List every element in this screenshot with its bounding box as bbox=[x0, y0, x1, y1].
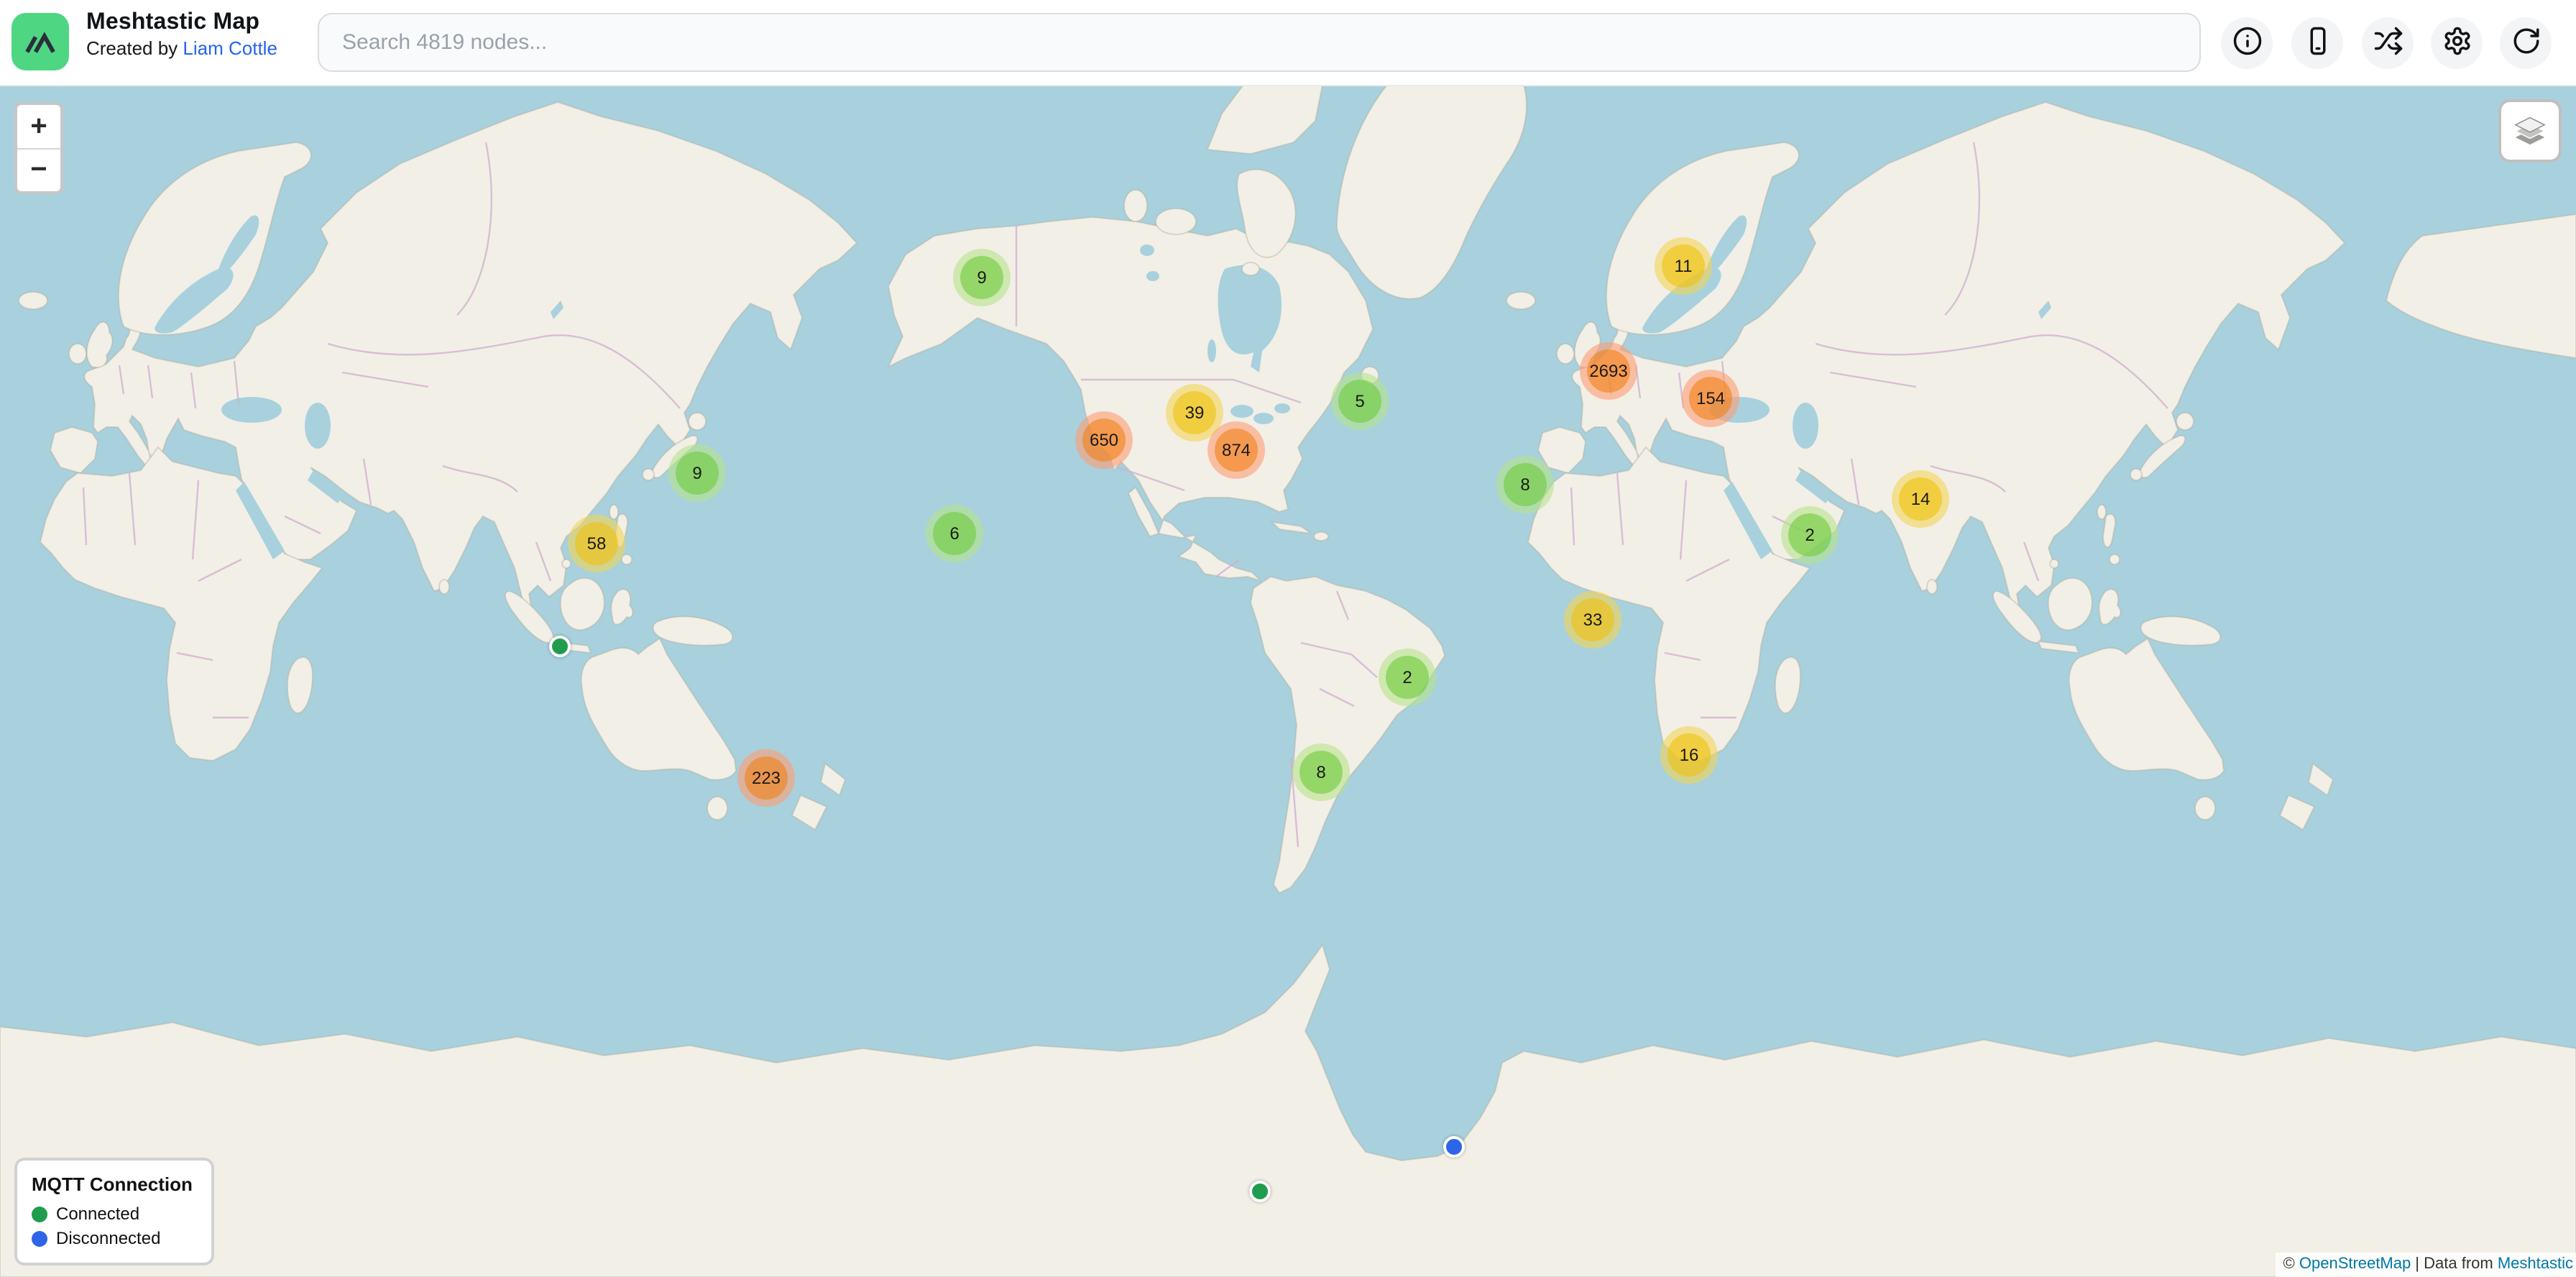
cluster-count: 6 bbox=[949, 523, 960, 544]
cluster-count: 650 bbox=[1089, 430, 1119, 450]
node-cluster-223[interactable]: 223 bbox=[737, 749, 795, 807]
osm-link[interactable]: OpenStreetMap bbox=[2299, 1255, 2411, 1273]
cluster-count: 2 bbox=[1805, 525, 1815, 545]
cluster-count: 11 bbox=[1674, 256, 1693, 276]
node-cluster-6[interactable]: 6 bbox=[926, 505, 983, 562]
settings-button[interactable] bbox=[2431, 17, 2483, 69]
node-cluster-58[interactable]: 58 bbox=[568, 515, 625, 572]
cluster-count: 223 bbox=[751, 768, 781, 788]
legend-label: Disconnected bbox=[56, 1228, 161, 1248]
node-cluster-5[interactable]: 5 bbox=[1331, 372, 1389, 430]
node-cluster-2[interactable]: 2 bbox=[1781, 506, 1839, 564]
node-marker-connected[interactable] bbox=[548, 635, 570, 656]
gear-icon bbox=[2442, 26, 2472, 60]
refresh-button[interactable] bbox=[2500, 17, 2552, 69]
smartphone-icon bbox=[2302, 26, 2332, 60]
node-cluster-33[interactable]: 33 bbox=[1564, 591, 1622, 649]
legend-item-disconnected: Disconnected bbox=[32, 1228, 193, 1248]
zoom-control: + − bbox=[14, 102, 63, 194]
cluster-count: 33 bbox=[1583, 610, 1603, 630]
shuffle-icon bbox=[2373, 26, 2403, 60]
legend-title: MQTT Connection bbox=[32, 1173, 193, 1195]
cluster-count: 8 bbox=[1520, 475, 1530, 495]
node-cluster-154[interactable]: 154 bbox=[1682, 370, 1739, 427]
legend-dot bbox=[32, 1206, 47, 1222]
attribution-middle: | Data from bbox=[2411, 1255, 2498, 1273]
attribution-copyright: © bbox=[2283, 1255, 2299, 1273]
cluster-count: 5 bbox=[1355, 391, 1365, 411]
zoom-out-button[interactable]: − bbox=[17, 148, 60, 191]
node-cluster-2[interactable]: 2 bbox=[1379, 649, 1436, 706]
random-node-button[interactable] bbox=[2362, 17, 2414, 69]
cluster-count: 9 bbox=[977, 267, 987, 288]
cluster-count: 39 bbox=[1184, 403, 1205, 423]
node-cluster-8[interactable]: 8 bbox=[1496, 456, 1554, 513]
byline: Created by Liam Cottle bbox=[86, 37, 277, 61]
node-marker-disconnected[interactable] bbox=[1443, 1135, 1464, 1157]
info-button[interactable] bbox=[2221, 17, 2273, 69]
legend-dot bbox=[32, 1230, 47, 1246]
node-cluster-11[interactable]: 11 bbox=[1655, 237, 1712, 295]
zoom-in-button[interactable]: + bbox=[17, 105, 60, 148]
cluster-count: 14 bbox=[1910, 489, 1931, 509]
map-attribution: © OpenStreetMap | Data from Meshtastic bbox=[2276, 1253, 2576, 1277]
search-input[interactable] bbox=[318, 13, 2201, 72]
node-cluster-14[interactable]: 14 bbox=[1892, 470, 1949, 528]
author-link[interactable]: Liam Cottle bbox=[183, 37, 277, 60]
node-cluster-8[interactable]: 8 bbox=[1292, 743, 1350, 801]
page-title: Meshtastic Map bbox=[86, 10, 260, 35]
node-cluster-9[interactable]: 9 bbox=[668, 444, 726, 502]
cluster-count: 874 bbox=[1221, 440, 1251, 460]
node-cluster-874[interactable]: 874 bbox=[1208, 421, 1265, 479]
info-icon bbox=[2232, 26, 2262, 60]
byline-prefix: Created by bbox=[86, 37, 183, 60]
cluster-count: 2693 bbox=[1589, 361, 1628, 381]
cluster-count: 154 bbox=[1696, 388, 1726, 408]
mobile-app-button[interactable] bbox=[2291, 17, 2343, 69]
cluster-count: 2 bbox=[1402, 667, 1412, 687]
header-bar: Meshtastic Map Created by Liam Cottle bbox=[0, 0, 2576, 86]
legend-item-connected: Connected bbox=[32, 1204, 193, 1224]
layers-icon bbox=[2511, 109, 2549, 153]
cluster-count: 9 bbox=[692, 463, 702, 483]
mqtt-legend: MQTT Connection Connected Disconnected bbox=[14, 1158, 214, 1265]
layers-control[interactable] bbox=[2498, 99, 2562, 163]
node-cluster-2693[interactable]: 2693 bbox=[1580, 342, 1637, 400]
node-cluster-650[interactable]: 650 bbox=[1075, 411, 1133, 469]
cluster-count: 58 bbox=[586, 534, 607, 554]
title-block: Meshtastic Map Created by Liam Cottle bbox=[86, 10, 277, 61]
cluster-count: 16 bbox=[1679, 745, 1699, 765]
cluster-count: 8 bbox=[1316, 762, 1326, 782]
meshtastic-link[interactable]: Meshtastic bbox=[2497, 1255, 2573, 1273]
node-cluster-9[interactable]: 9 bbox=[953, 249, 1011, 306]
legend-label: Connected bbox=[56, 1204, 140, 1224]
refresh-icon bbox=[2511, 26, 2541, 60]
world-map[interactable]: + − 9 39 874 650 5 2693 154 11 8 2 14 33 16 2 8 6 9 58 223… bbox=[0, 85, 2576, 1277]
node-marker-connected[interactable] bbox=[1248, 1180, 1270, 1202]
map-tiles bbox=[0, 85, 2576, 1277]
node-cluster-16[interactable]: 16 bbox=[1660, 726, 1718, 784]
meshtastic-logo-icon bbox=[12, 13, 69, 70]
